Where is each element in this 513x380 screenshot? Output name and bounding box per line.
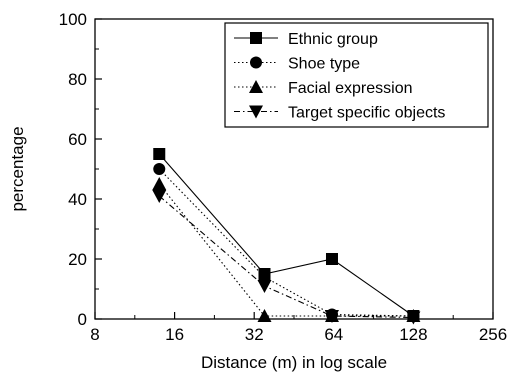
y-tick-label: 40	[68, 190, 87, 209]
legend: Ethnic group Shoe type Facial expression Ta…	[224, 22, 489, 128]
legend-box	[224, 22, 489, 128]
triangle-down-marker	[324, 310, 339, 323]
legend-label: Target specific objects	[288, 105, 445, 122]
y-tick-label: 20	[68, 250, 87, 269]
x-tick-labels: 8 16 32 64 128 256	[90, 325, 507, 344]
y-tick-labels: 0 20 40 60 80 100	[59, 10, 87, 329]
series-line	[158, 183, 414, 317]
x-tick-label: 16	[165, 325, 184, 344]
y-tick-label: 100	[59, 10, 87, 29]
legend-label: Facial expression	[288, 80, 413, 97]
triangle-up-marker	[249, 80, 263, 93]
circle-marker	[250, 56, 262, 69]
square-marker	[153, 148, 166, 160]
square-marker	[325, 253, 338, 265]
y-axis-title: percentage	[8, 126, 27, 211]
square-marker	[250, 32, 262, 44]
y-tick-label: 60	[68, 130, 87, 149]
y-tick-label: 0	[78, 310, 87, 329]
triangle-down-marker	[249, 105, 263, 119]
legend-label: Shoe type	[288, 56, 360, 73]
x-tick-label: 128	[399, 325, 427, 344]
legend-label: Ethnic group	[288, 31, 378, 48]
series-2	[152, 177, 421, 322]
series-1	[153, 163, 420, 322]
x-tick-label: 8	[90, 325, 99, 344]
x-tick-label: 32	[245, 325, 264, 344]
circle-marker	[153, 163, 166, 175]
series-3	[152, 190, 421, 325]
x-tick-label: 64	[324, 325, 343, 344]
y-tick-label: 80	[68, 70, 87, 89]
series-layer	[152, 148, 421, 325]
triangle-up-marker	[152, 177, 167, 190]
series-line	[158, 168, 414, 317]
series-line	[158, 153, 414, 317]
triangle-up-marker	[257, 309, 272, 322]
triangle-down-marker	[406, 311, 421, 325]
x-tick-label: 256	[479, 325, 507, 344]
series-line	[158, 195, 414, 319]
triangle-down-marker	[152, 190, 167, 203]
triangle-down-marker	[257, 280, 272, 293]
x-axis-title: Distance (m) in log scale	[201, 353, 387, 372]
